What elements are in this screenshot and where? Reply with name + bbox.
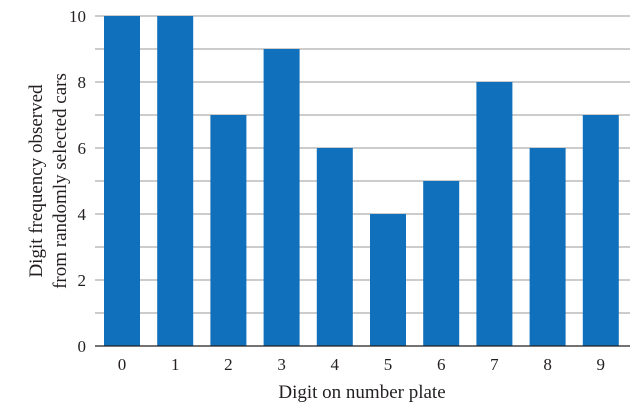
x-axis-title: Digit on number plate (278, 382, 445, 403)
bar-digit-7 (476, 82, 513, 346)
bar-digit-1 (157, 16, 194, 346)
bar-digit-2 (210, 115, 247, 346)
y-tick-label-8: 8 (78, 73, 87, 92)
y-tick-label-2: 2 (78, 271, 87, 290)
y-tick-label-6: 6 (78, 139, 87, 158)
bar-digit-9 (582, 115, 619, 346)
x-tick-label-1: 1 (171, 355, 180, 374)
x-tick-label-2: 2 (224, 355, 233, 374)
y-axis-title-line-2: from randomly selected cars (50, 73, 71, 289)
bar-digit-4 (316, 148, 353, 346)
x-tick-label-9: 9 (597, 355, 606, 374)
y-axis-title-line-1: Digit frequency observed (26, 84, 47, 278)
y-tick-label-10: 10 (69, 7, 86, 26)
x-tick-label-5: 5 (384, 355, 393, 374)
x-tick-label-8: 8 (543, 355, 552, 374)
y-axis-title: Digit frequency observed from randomly s… (26, 73, 71, 289)
y-tick-labels: 0 2 4 6 8 10 (69, 7, 87, 356)
bar-digit-6 (423, 181, 460, 346)
bar-digit-3 (263, 49, 300, 346)
bar-digit-0 (104, 16, 140, 346)
x-tick-label-7: 7 (490, 355, 499, 374)
x-tick-label-6: 6 (437, 355, 446, 374)
x-tick-label-4: 4 (331, 355, 340, 374)
y-tick-label-0: 0 (78, 337, 87, 356)
bar-digit-5 (370, 214, 406, 346)
x-tick-labels: 0 1 2 3 4 5 6 7 8 9 (118, 355, 605, 374)
y-tick-label-4: 4 (78, 205, 87, 224)
bar-digit-8 (529, 148, 566, 346)
x-tick-label-0: 0 (118, 355, 127, 374)
x-tick-label-3: 3 (277, 355, 286, 374)
bars (104, 16, 619, 346)
